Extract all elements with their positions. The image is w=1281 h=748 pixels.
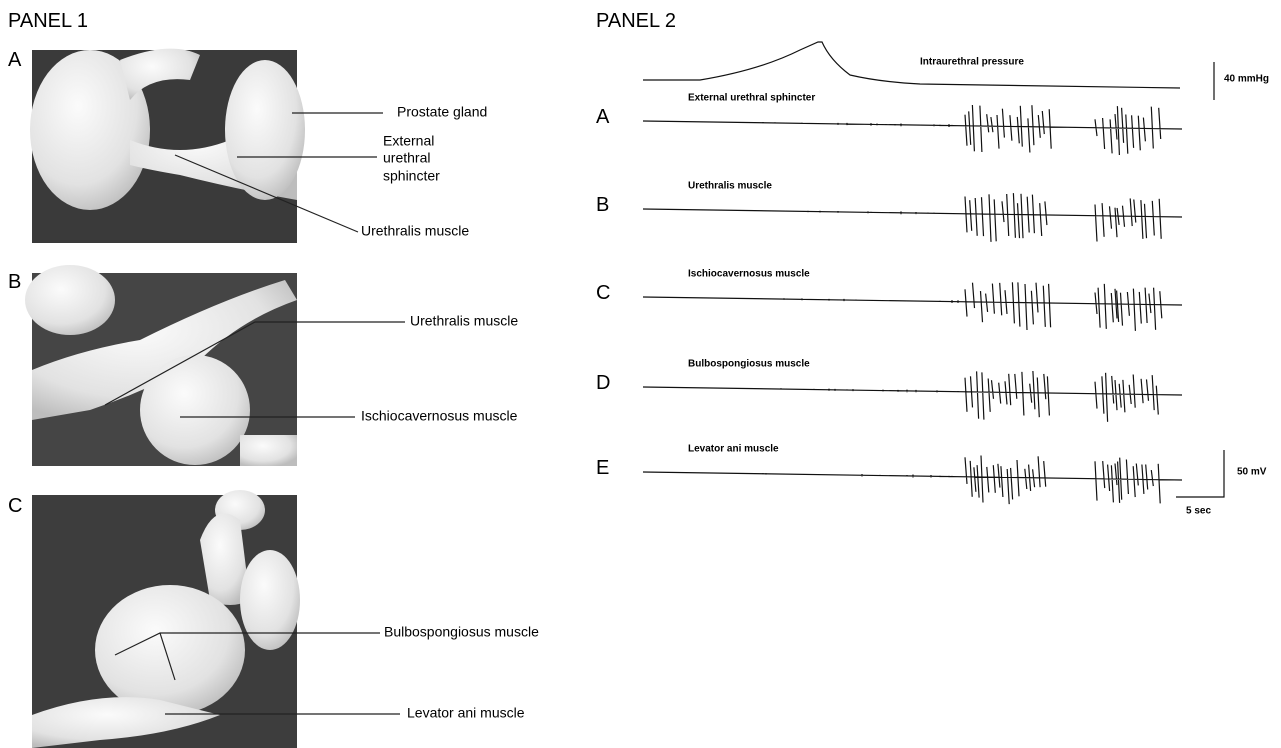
trace-letter: A xyxy=(596,106,610,128)
label: Levator ani muscle xyxy=(407,705,525,721)
label: sphincter xyxy=(383,168,440,184)
label: urethral xyxy=(383,150,430,166)
photo-letter: C xyxy=(8,495,22,517)
trace-label: External urethral sphincter xyxy=(688,93,815,104)
panel-title: PANEL 1 xyxy=(8,10,88,32)
label: Bulbospongiosus muscle xyxy=(384,624,539,640)
scale-label: 5 sec xyxy=(1186,506,1211,517)
trace-label: Levator ani muscle xyxy=(688,444,779,455)
photo-a xyxy=(30,49,305,243)
label: External xyxy=(383,133,434,149)
panel-title: PANEL 2 xyxy=(596,10,676,32)
photo-letter: A xyxy=(8,49,22,71)
label: Prostate gland xyxy=(397,104,487,120)
pressure-label: Intraurethral pressure xyxy=(920,57,1024,68)
trace-label: Bulbospongiosus muscle xyxy=(688,359,810,370)
scale-label: 40 mmHg xyxy=(1224,74,1269,85)
photo-c xyxy=(32,490,300,748)
label: Urethralis muscle xyxy=(361,223,469,239)
emg-trace xyxy=(643,282,1182,331)
trace-label: Ischiocavernosus muscle xyxy=(688,269,810,280)
emg-trace xyxy=(643,193,1182,242)
trace-letter: E xyxy=(596,457,609,479)
emg-trace xyxy=(643,456,1182,505)
emg-trace xyxy=(643,371,1182,422)
scale-label: 50 mV xyxy=(1237,467,1267,478)
trace-letter: D xyxy=(596,372,610,394)
figure: PANEL 1 A B C Prostate gland External ur… xyxy=(0,0,1281,748)
trace-letter: B xyxy=(596,194,609,216)
photo-letter: B xyxy=(8,271,21,293)
trace-label: Urethralis muscle xyxy=(688,181,772,192)
photo-b xyxy=(25,265,297,466)
emg-trace xyxy=(643,105,1182,155)
label: Ischiocavernosus muscle xyxy=(361,408,518,424)
label: Urethralis muscle xyxy=(410,313,518,329)
trace-letter: C xyxy=(596,282,610,304)
pressure-trace xyxy=(643,42,1180,88)
scale-bar xyxy=(1176,450,1224,497)
